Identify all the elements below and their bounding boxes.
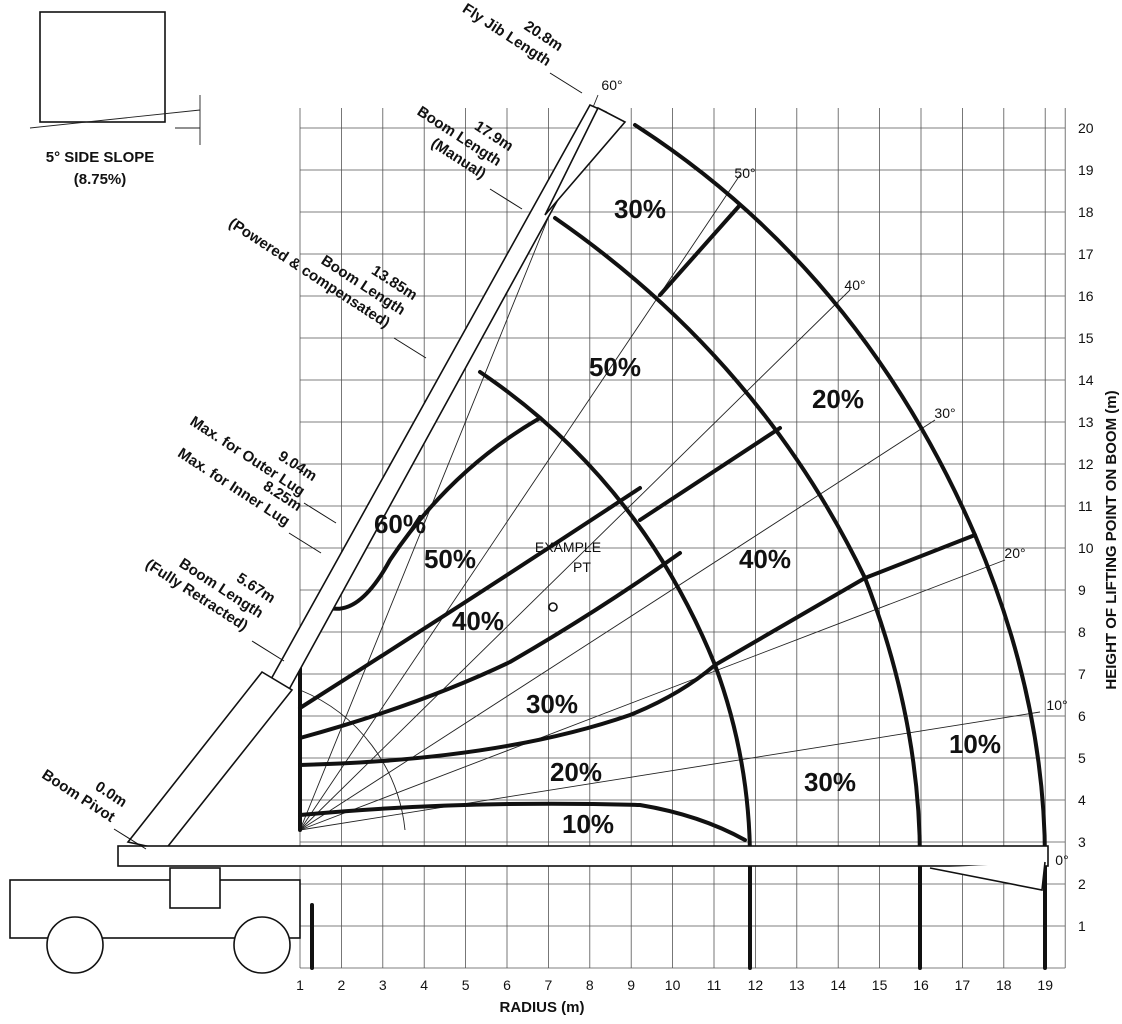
x-tick-label: 4: [420, 977, 428, 993]
y-tick-label: 17: [1078, 246, 1094, 262]
x-tick-label: 2: [338, 977, 346, 993]
capacity-zone-label: 40%: [452, 606, 504, 636]
angle-label: 10°: [1046, 697, 1067, 713]
capacity-zone-label: 30%: [614, 194, 666, 224]
x-tick-label: 3: [379, 977, 387, 993]
x-tick-label: 14: [830, 977, 846, 993]
capacity-zone-label: 30%: [804, 767, 856, 797]
x-tick-label: 13: [789, 977, 805, 993]
x-tick-label: 8: [586, 977, 594, 993]
y-tick-label: 3: [1078, 834, 1086, 850]
y-tick-label: 19: [1078, 162, 1094, 178]
crane: [10, 12, 1048, 973]
callout-label: (Powered & compensated): [226, 215, 393, 332]
wheel: [234, 917, 290, 973]
angle-label: 60°: [601, 77, 622, 93]
y-tick-label: 1: [1078, 918, 1086, 934]
crane-range-diagram: 5° SIDE SLOPE (8.75%) EXAMPLE PT RADIUS …: [0, 0, 1122, 1019]
capacity-zone-label: 20%: [812, 384, 864, 414]
leader-line: [289, 533, 321, 553]
y-tick-label: 7: [1078, 666, 1086, 682]
y-tick-label: 11: [1078, 498, 1093, 514]
angle-label: 30°: [934, 405, 955, 421]
capacity-line: [715, 578, 865, 665]
x-tick-label: 6: [503, 977, 511, 993]
capacity-line: [660, 205, 740, 295]
y-tick-label: 8: [1078, 624, 1086, 640]
x-tick-label: 15: [872, 977, 888, 993]
x-tick-label: 9: [627, 977, 635, 993]
y-axis-title: HEIGHT OF LIFTING POINT ON BOOM (m): [1103, 390, 1120, 689]
angle-label: 20°: [1004, 545, 1025, 561]
capacity-zone-label: 20%: [550, 757, 602, 787]
y-tick-label: 16: [1078, 288, 1094, 304]
angle-label: 0°: [1055, 852, 1068, 868]
angle-label: 40°: [844, 277, 865, 293]
horizontal-boom: [118, 846, 1048, 866]
leader-line: [394, 338, 426, 358]
y-tick-label: 5: [1078, 750, 1086, 766]
y-tick-label: 10: [1078, 540, 1094, 556]
leader-line: [252, 641, 284, 661]
capacity-zone-label: 50%: [424, 544, 476, 574]
cab: [170, 868, 220, 908]
capacity-zone-label: 10%: [562, 809, 614, 839]
leader-line: [550, 73, 582, 93]
side-slope-title: 5° SIDE SLOPE: [46, 149, 155, 166]
x-tick-label: 7: [545, 977, 553, 993]
x-tick-label: 11: [707, 977, 722, 993]
leader-line: [490, 189, 522, 209]
truck-front: [40, 12, 165, 122]
y-tick-label: 4: [1078, 792, 1086, 808]
capacity-zone-label: 50%: [589, 352, 641, 382]
x-tick-label: 10: [665, 977, 681, 993]
wheel: [47, 917, 103, 973]
x-tick-label: 12: [748, 977, 764, 993]
side-slope-subtitle: (8.75%): [74, 171, 127, 188]
x-tick-label: 17: [955, 977, 971, 993]
capacity-zone-label: 30%: [526, 689, 578, 719]
capacity-zone-label: 40%: [739, 544, 791, 574]
y-tick-label: 13: [1078, 414, 1094, 430]
ray: [300, 175, 740, 830]
example-label: EXAMPLE: [535, 539, 601, 555]
y-tick-label: 9: [1078, 582, 1086, 598]
y-tick-label: 14: [1078, 372, 1094, 388]
example-point: [549, 603, 557, 611]
angle-label: 50°: [734, 165, 755, 181]
x-tick-label: 5: [462, 977, 470, 993]
x-tick-label: 1: [296, 977, 304, 993]
x-tick-label: 19: [1037, 977, 1053, 993]
capacity-line: [330, 418, 540, 609]
y-tick-label: 18: [1078, 204, 1094, 220]
boom-base: [128, 672, 292, 850]
capacity-line: [865, 535, 975, 578]
capacity-line: [300, 665, 715, 765]
x-tick-label: 16: [913, 977, 929, 993]
capacity-line: [300, 488, 640, 708]
capacity-zone-label: 60%: [374, 509, 426, 539]
y-tick-label: 2: [1078, 876, 1086, 892]
capacity-zone-label: 10%: [949, 729, 1001, 759]
x-tick-label: 18: [996, 977, 1012, 993]
y-tick-label: 20: [1078, 120, 1094, 136]
y-tick-label: 6: [1078, 708, 1086, 724]
example-label: PT: [573, 559, 591, 575]
y-tick-label: 15: [1078, 330, 1094, 346]
x-axis-title: RADIUS (m): [500, 999, 585, 1016]
y-tick-label: 12: [1078, 456, 1094, 472]
capacity-line: [300, 553, 680, 738]
capacity-line: [300, 804, 745, 840]
